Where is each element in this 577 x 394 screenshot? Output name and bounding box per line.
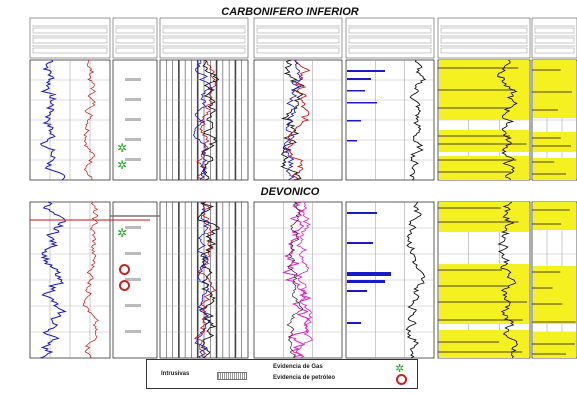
header-scale-box (32, 27, 108, 34)
yellow-fill (439, 130, 529, 152)
header-scale-box (348, 37, 432, 44)
yellow-fill (533, 132, 576, 152)
oil-evidence-icon (396, 374, 407, 385)
caliper-curve (82, 201, 100, 359)
depth-tick (125, 138, 141, 141)
depth-tick (125, 78, 141, 81)
header-scale-box (115, 37, 155, 44)
resistivity-curve (286, 201, 303, 359)
resistivity-curve-magenta (282, 201, 312, 359)
header-scale-box (115, 27, 155, 34)
legend-intrusives-label: Intrusivas (161, 371, 190, 377)
porosity-spike (347, 212, 377, 214)
porosity-spike (347, 322, 361, 324)
porosity-spike (347, 280, 385, 283)
porosity-spike (347, 242, 373, 244)
gas-evidence-icon: ✲ (117, 158, 128, 172)
litho-curve-red (195, 59, 217, 181)
depth-tick (125, 278, 141, 281)
header-scale-box (256, 37, 340, 44)
header-scale-box (162, 27, 246, 34)
yellow-fill (439, 264, 529, 324)
legend-oil-label: Evidencia de petróleo (273, 375, 336, 381)
yellow-fill (439, 330, 529, 358)
porosity-spike (347, 120, 361, 122)
oil-evidence-icon (119, 264, 130, 275)
header-scale-box (440, 47, 528, 54)
yellow-fill (533, 158, 576, 180)
litho-curve-blue (194, 201, 211, 359)
header-scale-box (256, 27, 340, 34)
oil-evidence-icon (119, 280, 130, 291)
litho-curve-blue (192, 59, 213, 181)
intrusives-swatch (217, 372, 247, 380)
litho-curve-black (202, 59, 220, 181)
depth-tick (125, 118, 141, 121)
porosity-spike (347, 102, 377, 104)
yellow-fill (533, 266, 576, 324)
header-scale-box (32, 37, 108, 44)
section-title-carbonifero: CARBONIFERO INFERIOR (221, 6, 359, 18)
resistivity-curve-magenta (295, 201, 313, 359)
header-scale-box (348, 27, 432, 34)
depth-tick (125, 330, 141, 333)
header-scale-box (534, 47, 575, 54)
header-scale-box (440, 37, 528, 44)
header-scale-box (115, 47, 155, 54)
depth-tick (125, 304, 141, 307)
litho-curve-red (193, 201, 217, 359)
gamma-ray-curve (40, 201, 67, 359)
header-scale-box (32, 47, 108, 54)
porosity-spike (347, 290, 367, 292)
header-scale-box (534, 27, 575, 34)
resistivity-curve (280, 59, 305, 181)
porosity-spike (347, 140, 357, 142)
depth-tick (125, 252, 141, 255)
depth-tick (125, 98, 141, 101)
porosity-curve (405, 201, 426, 359)
header-scale-box (534, 37, 575, 44)
resistivity-curve-blue (282, 59, 303, 181)
litho-curve-black (197, 201, 220, 359)
section-title-devonico: DEVONICO (260, 186, 320, 198)
porosity-curve (409, 59, 427, 181)
gas-evidence-icon: ✲ (117, 141, 128, 155)
legend-gas-label: Evidencia de Gas (273, 364, 323, 370)
header-scale-box (162, 47, 246, 54)
gas-evidence-icon: ✲ (117, 226, 128, 240)
header-scale-box (162, 37, 246, 44)
depth-tick (125, 226, 141, 229)
saturation-curve (497, 201, 518, 359)
header-scale-box (256, 47, 340, 54)
header-scale-box (440, 27, 528, 34)
porosity-spike (347, 78, 371, 80)
caliper-curve (83, 59, 96, 181)
porosity-spike (347, 70, 385, 72)
depth-tick (125, 158, 141, 161)
yellow-fill (533, 60, 576, 118)
yellow-fill (533, 202, 576, 230)
legend-box: Intrusivas Evidencia de Gas Evidencia de… (146, 359, 418, 389)
porosity-spike (347, 272, 391, 276)
gas-evidence-icon: ✲ (395, 363, 405, 375)
header-scale-box (348, 47, 432, 54)
yellow-fill (439, 202, 529, 232)
gamma-ray-curve (39, 59, 66, 181)
porosity-spike (347, 90, 365, 92)
